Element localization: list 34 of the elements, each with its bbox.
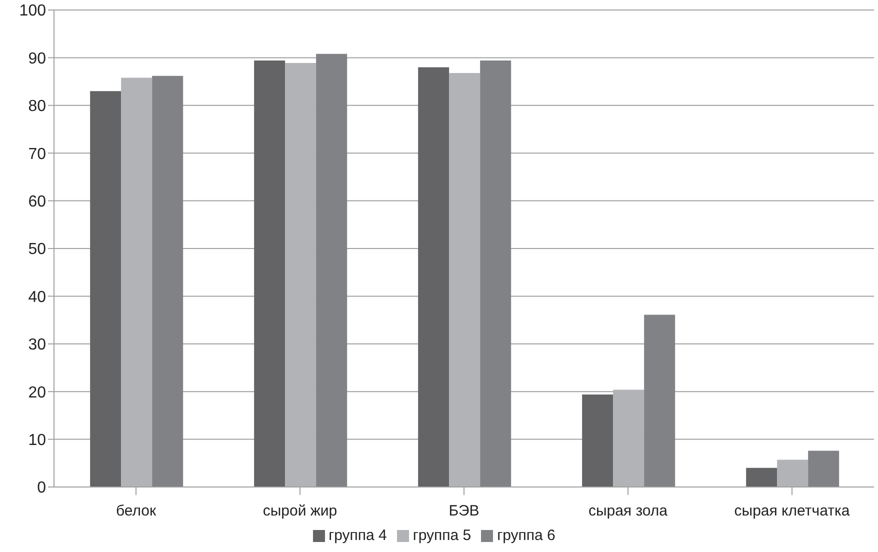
- x-tick-label: белок: [116, 502, 156, 520]
- y-tick-label: 60: [28, 193, 46, 210]
- bar: [777, 460, 808, 487]
- y-tick-label: 10: [28, 432, 46, 449]
- bar: [316, 54, 348, 487]
- bar: [613, 390, 644, 487]
- x-tick-label: сырая зола: [588, 502, 668, 520]
- bar: [418, 67, 450, 487]
- y-tick-label: 50: [28, 241, 46, 258]
- y-tick-label: 40: [28, 288, 46, 306]
- bar: [121, 78, 152, 487]
- x-tick-label: БЭВ: [448, 502, 480, 520]
- y-tick-label: 90: [28, 50, 46, 68]
- legend-label: группа 6: [497, 527, 556, 544]
- legend-label: группа 4: [328, 527, 387, 544]
- x-tick-label: сырой жир: [262, 502, 338, 520]
- y-tick-label: 30: [28, 336, 46, 354]
- bar: [254, 60, 286, 487]
- bar: [152, 76, 184, 487]
- bar: [644, 314, 676, 487]
- bar: [285, 62, 316, 487]
- bar: [808, 450, 840, 487]
- y-tick-label: 20: [28, 384, 46, 402]
- legend-label: группа 5: [412, 527, 472, 544]
- y-tick-label: 100: [19, 2, 46, 20]
- y-tick-label: 80: [28, 98, 46, 116]
- bar: [582, 394, 614, 487]
- bar: [449, 72, 480, 487]
- bar: [746, 468, 778, 487]
- bar: [480, 60, 512, 487]
- y-tick-label: 70: [28, 146, 46, 163]
- bar: [90, 91, 122, 487]
- x-tick-label: сырая клетчатка: [734, 502, 850, 520]
- y-tick-label: 0: [37, 480, 46, 497]
